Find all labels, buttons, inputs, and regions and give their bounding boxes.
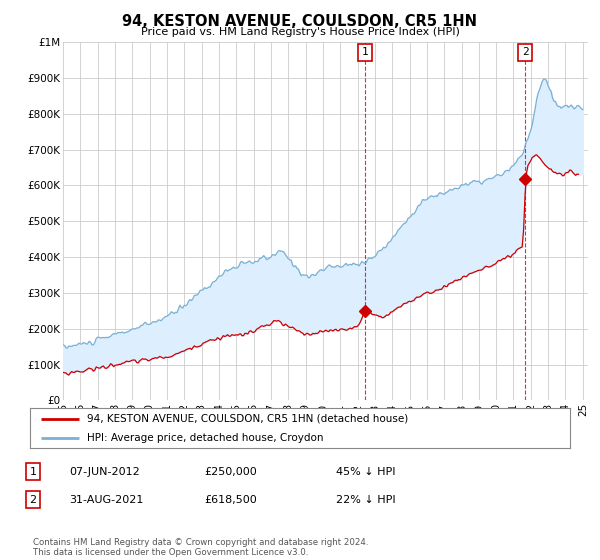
Text: 1: 1 xyxy=(29,466,37,477)
Text: 31-AUG-2021: 31-AUG-2021 xyxy=(69,494,143,505)
Text: £250,000: £250,000 xyxy=(204,466,257,477)
Text: 07-JUN-2012: 07-JUN-2012 xyxy=(69,466,140,477)
Text: Contains HM Land Registry data © Crown copyright and database right 2024.
This d: Contains HM Land Registry data © Crown c… xyxy=(33,538,368,557)
Text: 22% ↓ HPI: 22% ↓ HPI xyxy=(336,494,395,505)
Text: £618,500: £618,500 xyxy=(204,494,257,505)
Text: 45% ↓ HPI: 45% ↓ HPI xyxy=(336,466,395,477)
Text: HPI: Average price, detached house, Croydon: HPI: Average price, detached house, Croy… xyxy=(86,433,323,443)
Text: 2: 2 xyxy=(29,494,37,505)
Text: 1: 1 xyxy=(362,48,368,57)
Text: 94, KESTON AVENUE, COULSDON, CR5 1HN: 94, KESTON AVENUE, COULSDON, CR5 1HN xyxy=(122,14,478,29)
Text: 94, KESTON AVENUE, COULSDON, CR5 1HN (detached house): 94, KESTON AVENUE, COULSDON, CR5 1HN (de… xyxy=(86,414,408,424)
Text: Price paid vs. HM Land Registry's House Price Index (HPI): Price paid vs. HM Land Registry's House … xyxy=(140,27,460,37)
Text: 2: 2 xyxy=(522,48,529,57)
